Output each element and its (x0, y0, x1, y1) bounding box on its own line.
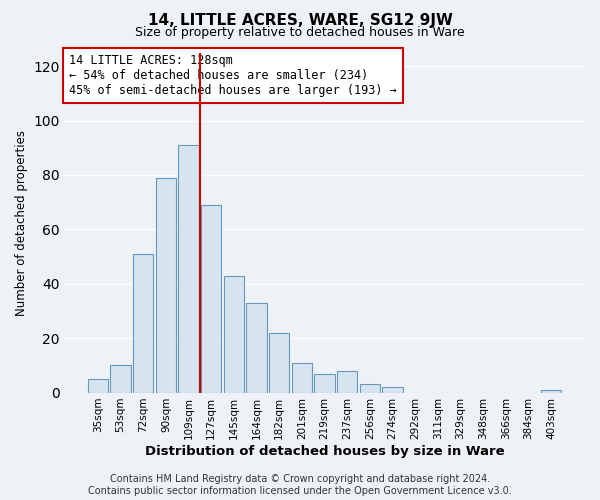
Text: Contains HM Land Registry data © Crown copyright and database right 2024.
Contai: Contains HM Land Registry data © Crown c… (88, 474, 512, 496)
Bar (269, 333, 289, 392)
Text: Size of property relative to detached houses in Ware: Size of property relative to detached ho… (135, 26, 465, 39)
Bar (359, 384, 380, 392)
Bar (224, 276, 244, 392)
Bar (110, 366, 131, 392)
Text: 14, LITTLE ACRES, WARE, SG12 9JW: 14, LITTLE ACRES, WARE, SG12 9JW (148, 12, 452, 28)
Bar (382, 387, 403, 392)
Bar (156, 178, 176, 392)
Bar (178, 145, 199, 392)
Bar (88, 379, 108, 392)
X-axis label: Distribution of detached houses by size in Ware: Distribution of detached houses by size … (145, 444, 505, 458)
Bar (133, 254, 154, 392)
Y-axis label: Number of detached properties: Number of detached properties (15, 130, 28, 316)
Bar (337, 371, 358, 392)
Bar (541, 390, 562, 392)
Bar (247, 303, 267, 392)
Bar (314, 374, 335, 392)
Bar (201, 205, 221, 392)
Bar (292, 362, 312, 392)
Text: 14 LITTLE ACRES: 128sqm
← 54% of detached houses are smaller (234)
45% of semi-d: 14 LITTLE ACRES: 128sqm ← 54% of detache… (70, 54, 397, 97)
